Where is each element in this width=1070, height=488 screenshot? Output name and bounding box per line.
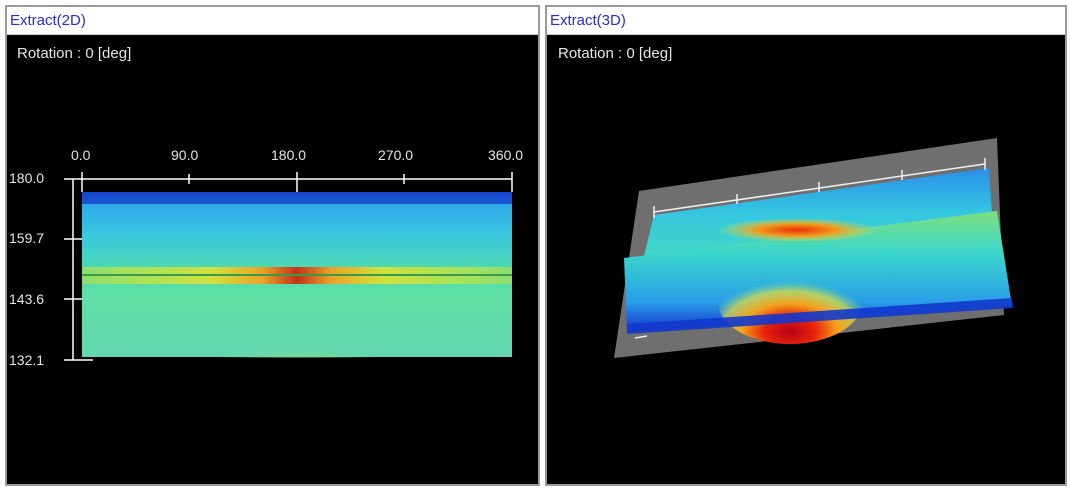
x-tick: 270.0: [378, 147, 414, 163]
extract-3d-panel: Extract(3D) Rotation : 0 [deg]: [545, 5, 1067, 486]
x-tick: 180.0: [271, 147, 307, 163]
x-tick: 360.0: [488, 147, 524, 163]
rotation-label: Rotation : 0 [deg]: [558, 45, 673, 62]
cold-edge: [82, 192, 512, 204]
ridge-band: [717, 218, 877, 242]
y-tick: 143.6: [9, 291, 45, 307]
y-tick: 159.7: [9, 230, 45, 246]
heatmap-2d: [64, 172, 513, 458]
x-tick: 90.0: [171, 147, 199, 163]
panel-title: Extract(2D): [7, 7, 538, 35]
surface-3d: [614, 138, 1013, 358]
y-tick: 180.0: [9, 170, 45, 186]
y-tick: 132.1: [9, 352, 45, 368]
front-edge: [627, 298, 1013, 334]
panel-title: Extract(3D): [547, 7, 1065, 35]
hot-dome: [718, 260, 862, 344]
rotation-label: Rotation : 0 [deg]: [17, 45, 132, 62]
extract-2d-panel: Extract(2D) Rotation : 0 [deg]: [5, 5, 540, 486]
x-tick: 0.0: [71, 147, 91, 163]
